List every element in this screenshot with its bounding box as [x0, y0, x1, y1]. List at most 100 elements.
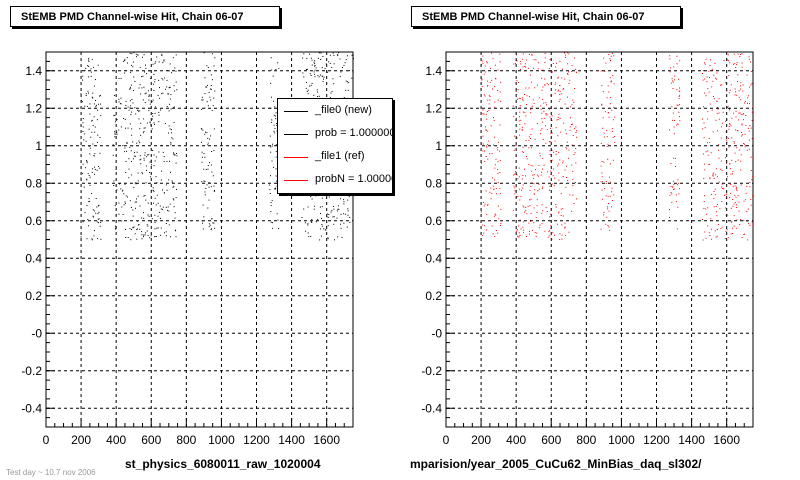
- data-point: [207, 137, 209, 139]
- data-point: [168, 125, 170, 127]
- data-point: [314, 63, 316, 65]
- data-point: [118, 202, 120, 204]
- data-point: [605, 62, 607, 64]
- data-point: [163, 156, 165, 157]
- data-point: [310, 75, 312, 76]
- data-point: [175, 162, 177, 164]
- data-point: [163, 60, 165, 62]
- data-point: [713, 178, 715, 179]
- data-point: [269, 189, 271, 191]
- data-point: [136, 56, 137, 58]
- data-point: [534, 232, 536, 233]
- data-point: [333, 208, 335, 210]
- data-point: [516, 196, 518, 198]
- data-point: [207, 67, 209, 68]
- data-point: [313, 73, 315, 75]
- data-point: [552, 63, 554, 64]
- data-point: [93, 103, 95, 105]
- data-point: [561, 68, 563, 70]
- data-point: [92, 215, 94, 217]
- data-point: [604, 70, 606, 72]
- data-point: [209, 162, 210, 164]
- data-point: [750, 198, 752, 200]
- data-point: [530, 138, 531, 139]
- data-point: [167, 206, 169, 208]
- data-point: [731, 117, 733, 119]
- data-point: [170, 94, 172, 96]
- data-point: [541, 118, 543, 120]
- data-point: [93, 116, 95, 118]
- data-point: [519, 111, 521, 113]
- data-point: [538, 97, 540, 99]
- data-point: [557, 76, 559, 78]
- data-point: [554, 92, 556, 94]
- data-point: [169, 103, 170, 105]
- data-point: [337, 236, 339, 238]
- data-point: [548, 68, 550, 69]
- data-point: [488, 94, 490, 96]
- data-point: [517, 89, 519, 90]
- data-point: [733, 203, 735, 205]
- data-point: [525, 140, 527, 141]
- data-point: [544, 53, 546, 54]
- data-point: [713, 74, 715, 76]
- data-point: [574, 57, 576, 59]
- data-point: [569, 79, 571, 81]
- data-point: [612, 200, 613, 201]
- data-point: [571, 164, 573, 166]
- data-point: [94, 131, 96, 133]
- data-point: [499, 188, 501, 190]
- data-point: [161, 55, 163, 56]
- data-point: [540, 108, 542, 110]
- data-point: [736, 64, 738, 66]
- data-point: [551, 115, 553, 117]
- data-point: [139, 67, 141, 68]
- data-point: [601, 103, 603, 105]
- data-point: [738, 90, 740, 92]
- data-point: [132, 215, 134, 217]
- data-point: [169, 128, 171, 130]
- data-point: [128, 109, 130, 111]
- data-point: [336, 210, 338, 212]
- data-point: [269, 184, 271, 186]
- data-point: [740, 88, 742, 90]
- data-point: [514, 187, 516, 189]
- data-point: [213, 65, 215, 67]
- data-point: [325, 229, 327, 231]
- data-point: [209, 138, 210, 140]
- data-point: [721, 226, 723, 228]
- data-point: [121, 190, 123, 192]
- data-point: [131, 64, 133, 66]
- data-point: [533, 193, 535, 195]
- data-point: [171, 129, 172, 131]
- data-point: [89, 113, 91, 115]
- data-point: [551, 150, 553, 151]
- data-point: [670, 67, 672, 69]
- data-point: [704, 231, 706, 233]
- data-point: [714, 62, 716, 64]
- data-point: [669, 209, 670, 211]
- data-point: [129, 88, 130, 90]
- data-point: [572, 99, 574, 101]
- data-point: [750, 71, 752, 72]
- data-point: [605, 195, 607, 197]
- data-point: [317, 57, 319, 59]
- data-point: [752, 195, 753, 197]
- data-point: [557, 77, 559, 79]
- data-point: [489, 99, 491, 101]
- data-point: [143, 130, 145, 132]
- data-point: [609, 229, 611, 231]
- data-point: [154, 160, 156, 162]
- data-point: [276, 213, 278, 215]
- data-point: [537, 190, 539, 192]
- data-point: [214, 57, 216, 59]
- data-point: [162, 208, 164, 210]
- data-point: [120, 77, 122, 79]
- data-point: [161, 170, 163, 172]
- data-point: [525, 236, 527, 237]
- data-point: [541, 223, 543, 225]
- data-point: [200, 128, 202, 130]
- data-point: [565, 186, 567, 188]
- data-point: [735, 196, 737, 198]
- data-point: [169, 63, 171, 65]
